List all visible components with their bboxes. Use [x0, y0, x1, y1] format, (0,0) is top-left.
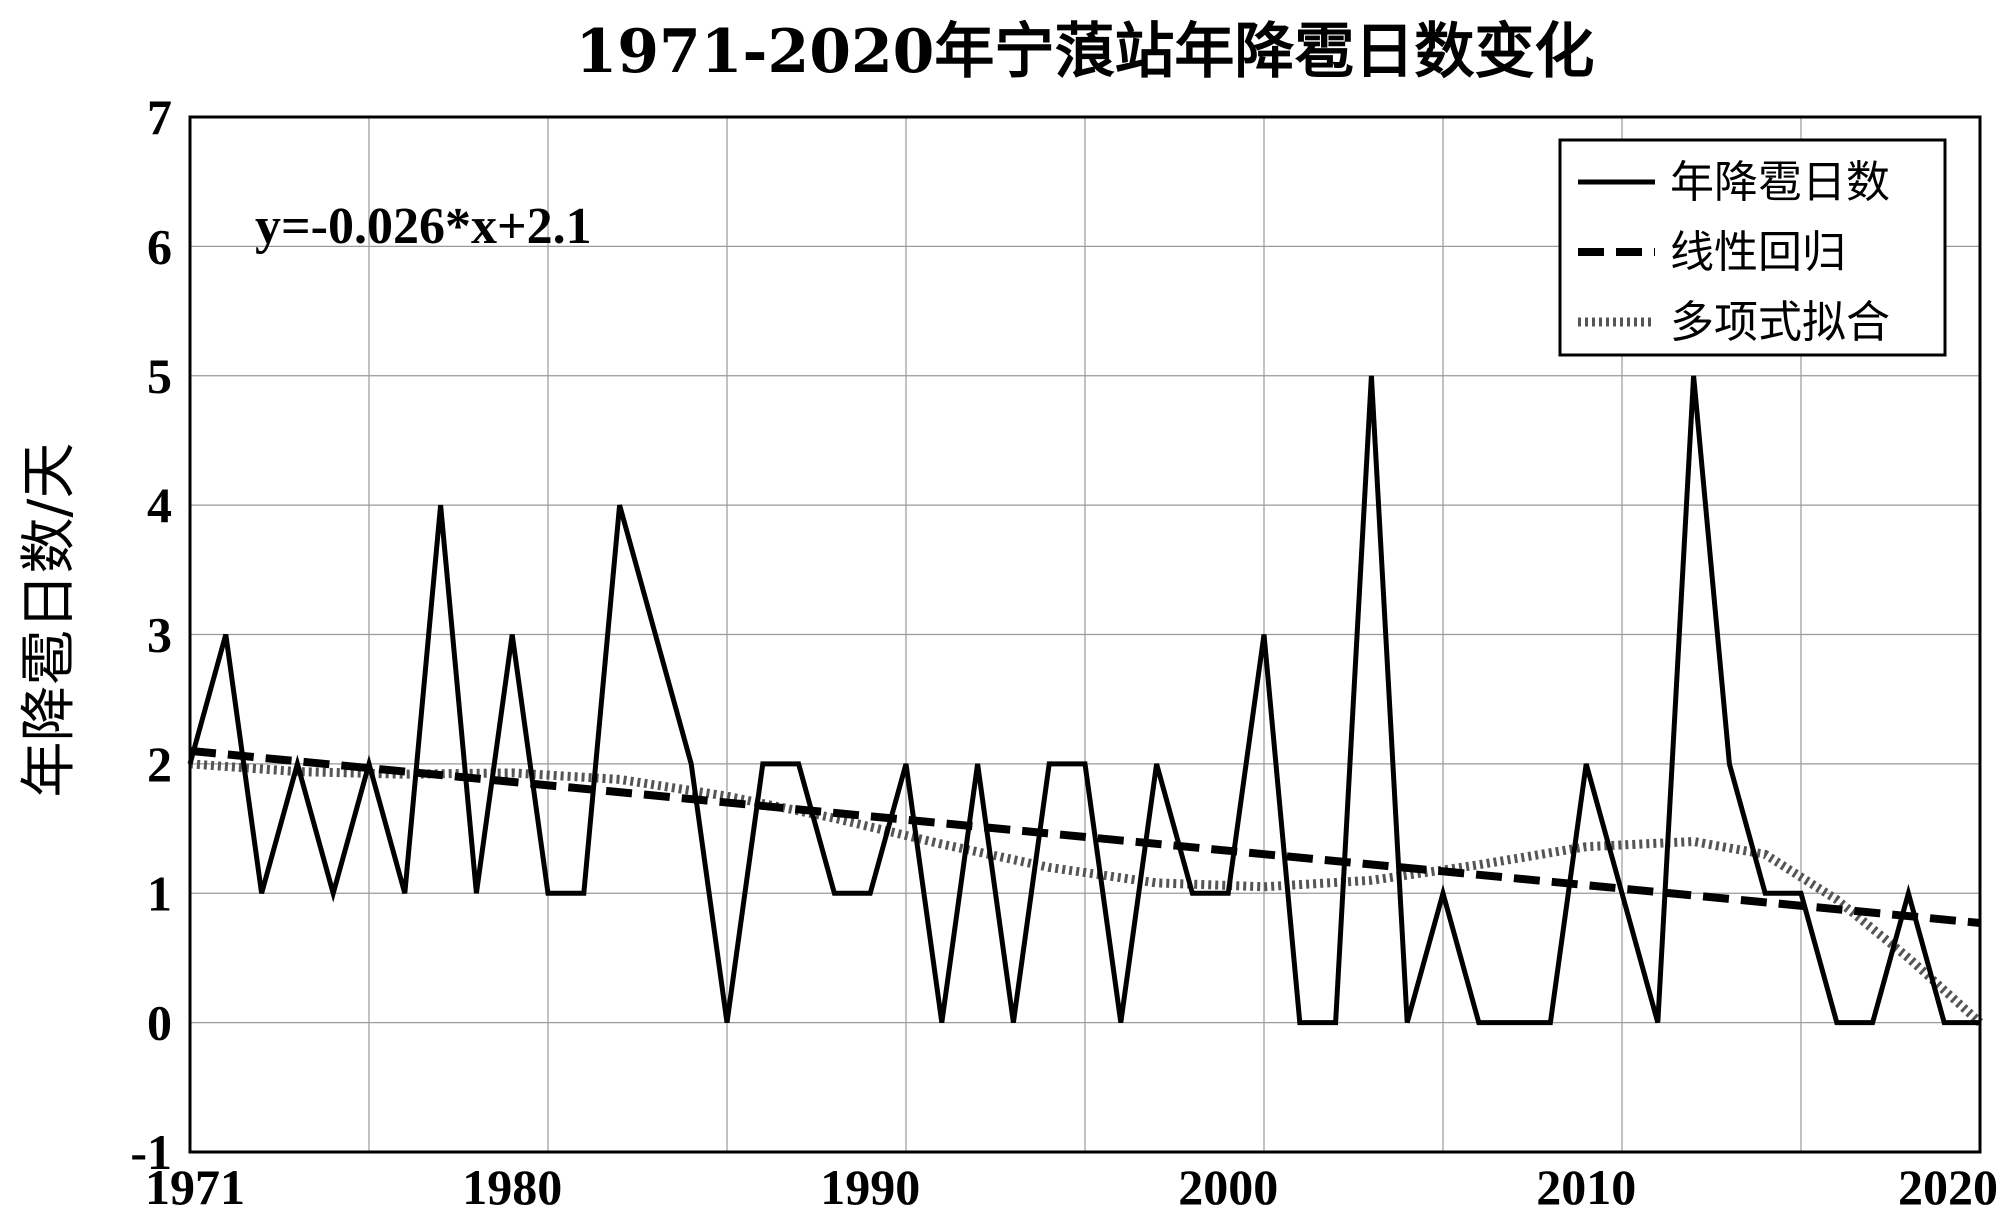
y-tick-label: 6 [147, 218, 172, 274]
x-tick-label: 2020 [1898, 1159, 1998, 1215]
chart-title: 1971-2020年宁蒗站年降雹日数变化 [576, 17, 1595, 87]
y-tick-label: 2 [147, 736, 172, 792]
legend-box [1558, 138, 1947, 357]
series-dotted-line [189, 759, 1984, 1026]
series-lines [187, 375, 1984, 1026]
legend-label: 线性回归 [1670, 227, 1846, 278]
y-tick-label: -1 [130, 1124, 172, 1180]
x-tick-label: 1980 [462, 1159, 562, 1215]
series-solid-line [187, 375, 1980, 1026]
y-tick-label: 3 [147, 607, 172, 663]
x-tick-label: 1971 [145, 1159, 245, 1215]
y-tick-label: 0 [147, 995, 172, 1051]
regression-equation: y=-0.026*x+2.1 [255, 198, 592, 255]
x-tick-label: 1990 [820, 1159, 920, 1215]
y-axis-label: 年降雹日数/天 [17, 443, 82, 798]
y-tick-label: 5 [147, 348, 172, 404]
legend-label: 年降雹日数 [1670, 157, 1890, 208]
tick-labels: -1 0 1 2 3 4 5 6 7 1971 1980 1990 2000 2010 2020 [130, 89, 1998, 1215]
y-tick-label: 7 [147, 89, 172, 145]
y-tick-label: 1 [147, 865, 172, 921]
x-tick-label: 2000 [1178, 1159, 1278, 1215]
x-tick-label: 2010 [1536, 1159, 1636, 1215]
series-dashed-line [189, 746, 1981, 927]
legend-label: 多项式拟合 [1670, 297, 1890, 348]
y-tick-label: 4 [147, 477, 172, 533]
plot-frame [188, 115, 1982, 1154]
